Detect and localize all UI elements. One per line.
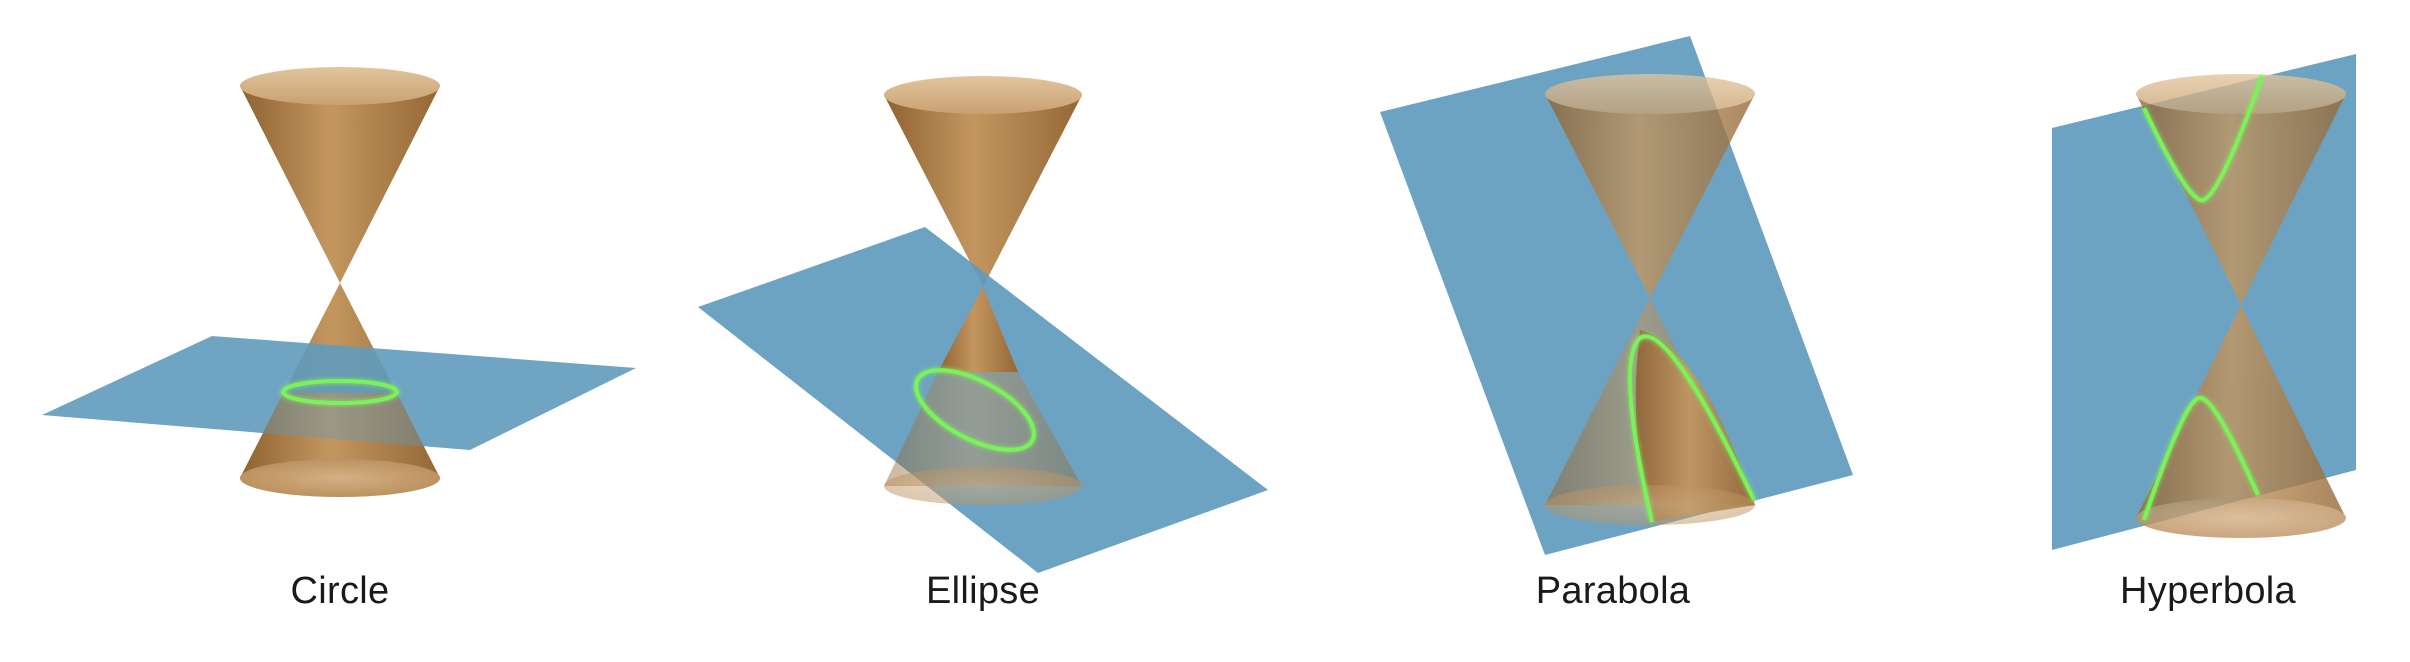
conic-curve bbox=[914, 368, 1036, 452]
conic-curve bbox=[281, 379, 399, 405]
circle-label: Circle bbox=[290, 570, 390, 612]
lower-nappe bbox=[1545, 298, 1755, 525]
lower-nappe bbox=[2136, 305, 2346, 538]
parabola-panel bbox=[1380, 36, 1853, 555]
conic-curve-lower-branch bbox=[2142, 396, 2260, 521]
lower-nappe-front bbox=[240, 393, 440, 497]
cutting-plane bbox=[1380, 36, 1853, 555]
upper-nappe bbox=[2136, 74, 2346, 305]
ellipse-label: Ellipse bbox=[925, 570, 1041, 612]
conic-curve-upper-branch bbox=[2142, 75, 2264, 203]
upper-nappe bbox=[240, 67, 440, 283]
upper-nappe bbox=[884, 76, 1082, 287]
circle-panel bbox=[42, 67, 636, 497]
parabola-label: Parabola bbox=[1535, 570, 1691, 612]
hyperbola-panel bbox=[2052, 54, 2356, 550]
conic-curve bbox=[1627, 334, 1756, 523]
lower-nappe bbox=[884, 287, 1082, 505]
hyperbola-label: Hyperbola bbox=[2120, 570, 2296, 612]
upper-nappe bbox=[1545, 74, 1755, 298]
ellipse-panel bbox=[698, 76, 1268, 573]
